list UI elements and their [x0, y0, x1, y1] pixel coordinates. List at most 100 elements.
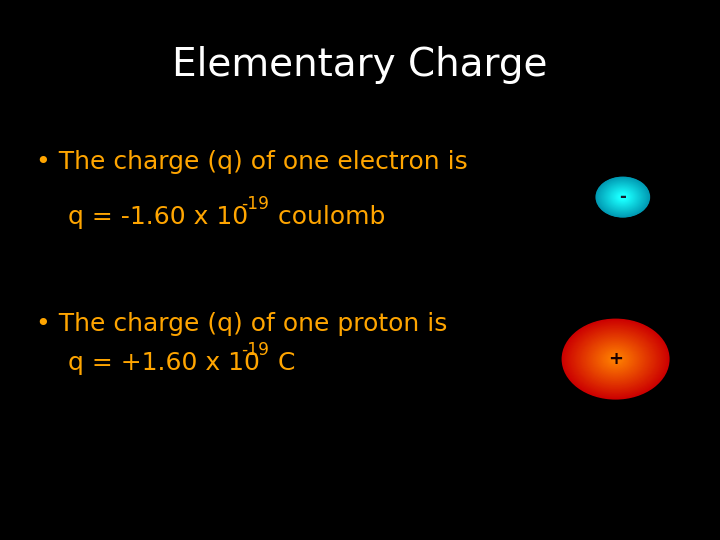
- Circle shape: [566, 322, 665, 396]
- Circle shape: [586, 337, 645, 381]
- Circle shape: [618, 194, 627, 200]
- Circle shape: [612, 189, 634, 205]
- Circle shape: [599, 179, 647, 215]
- Circle shape: [606, 184, 640, 210]
- Text: +: +: [608, 350, 623, 368]
- Circle shape: [618, 193, 628, 201]
- Circle shape: [603, 183, 642, 212]
- Circle shape: [610, 187, 636, 207]
- Circle shape: [608, 186, 637, 208]
- Circle shape: [605, 184, 641, 211]
- Circle shape: [595, 177, 650, 218]
- Circle shape: [608, 353, 624, 365]
- Circle shape: [595, 344, 636, 374]
- Circle shape: [606, 352, 625, 366]
- Circle shape: [567, 323, 664, 395]
- Circle shape: [580, 332, 652, 386]
- Circle shape: [567, 322, 665, 396]
- Text: • The charge (q) of one proton is: • The charge (q) of one proton is: [36, 312, 447, 336]
- Circle shape: [618, 194, 627, 200]
- Circle shape: [610, 187, 636, 207]
- Circle shape: [585, 336, 646, 382]
- Circle shape: [596, 177, 649, 217]
- Circle shape: [579, 332, 652, 387]
- Circle shape: [609, 354, 622, 364]
- Circle shape: [588, 339, 643, 380]
- Circle shape: [562, 319, 670, 400]
- Circle shape: [608, 186, 638, 208]
- Circle shape: [582, 334, 649, 384]
- Circle shape: [602, 349, 629, 369]
- Circle shape: [611, 188, 634, 206]
- Circle shape: [611, 356, 620, 362]
- Circle shape: [613, 190, 633, 205]
- Circle shape: [570, 325, 662, 394]
- Circle shape: [598, 346, 633, 372]
- Circle shape: [614, 191, 631, 204]
- Text: • The charge (q) of one electron is: • The charge (q) of one electron is: [36, 150, 468, 174]
- Circle shape: [607, 185, 639, 209]
- Circle shape: [603, 350, 628, 368]
- Text: coulomb: coulomb: [270, 205, 385, 229]
- Circle shape: [611, 188, 634, 206]
- Circle shape: [582, 334, 649, 384]
- Circle shape: [598, 178, 648, 216]
- Circle shape: [607, 353, 624, 366]
- Circle shape: [605, 351, 626, 367]
- Circle shape: [616, 192, 630, 202]
- Circle shape: [578, 331, 653, 387]
- Circle shape: [581, 333, 650, 385]
- Circle shape: [609, 187, 636, 207]
- Circle shape: [598, 179, 647, 215]
- Circle shape: [594, 343, 637, 375]
- Circle shape: [600, 348, 631, 370]
- Circle shape: [614, 191, 631, 204]
- Circle shape: [569, 324, 662, 394]
- Circle shape: [599, 347, 632, 372]
- Circle shape: [600, 180, 646, 214]
- Circle shape: [565, 321, 666, 397]
- Circle shape: [597, 178, 649, 217]
- Circle shape: [613, 357, 618, 361]
- Circle shape: [574, 328, 657, 390]
- Circle shape: [617, 193, 629, 201]
- Text: -: -: [619, 188, 626, 206]
- Circle shape: [570, 325, 661, 393]
- Circle shape: [600, 180, 645, 214]
- Circle shape: [575, 329, 656, 389]
- Circle shape: [577, 330, 654, 388]
- Circle shape: [603, 183, 642, 212]
- Text: q = -1.60 x 10: q = -1.60 x 10: [36, 205, 248, 229]
- Circle shape: [583, 335, 648, 383]
- Circle shape: [617, 193, 629, 201]
- Circle shape: [577, 330, 654, 388]
- Circle shape: [612, 356, 619, 362]
- Circle shape: [575, 328, 657, 390]
- Circle shape: [584, 335, 647, 383]
- Text: -19: -19: [241, 341, 269, 359]
- Circle shape: [608, 354, 623, 364]
- Circle shape: [564, 321, 667, 397]
- Circle shape: [598, 178, 648, 216]
- Circle shape: [606, 185, 639, 210]
- Circle shape: [600, 180, 645, 214]
- Circle shape: [603, 182, 643, 212]
- Circle shape: [615, 191, 631, 203]
- Circle shape: [573, 327, 658, 391]
- Circle shape: [592, 341, 639, 377]
- Circle shape: [596, 177, 649, 217]
- Circle shape: [604, 183, 642, 211]
- Circle shape: [605, 184, 641, 211]
- Circle shape: [611, 355, 621, 363]
- Circle shape: [607, 185, 639, 209]
- Circle shape: [562, 319, 669, 399]
- Text: -19: -19: [241, 195, 269, 213]
- Circle shape: [603, 349, 629, 369]
- Circle shape: [616, 192, 630, 202]
- Circle shape: [572, 326, 660, 392]
- Text: C: C: [270, 351, 295, 375]
- Circle shape: [590, 340, 641, 378]
- Circle shape: [606, 185, 639, 210]
- Circle shape: [602, 181, 644, 213]
- Text: Elementary Charge: Elementary Charge: [172, 46, 548, 84]
